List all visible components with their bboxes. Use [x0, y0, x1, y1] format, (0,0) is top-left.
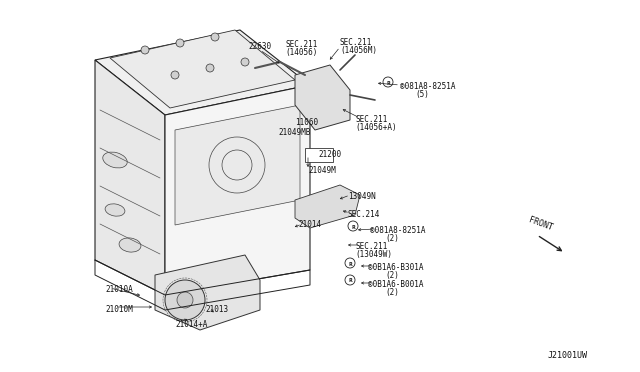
Circle shape — [206, 64, 214, 72]
Text: (2): (2) — [385, 271, 399, 280]
Circle shape — [348, 221, 358, 231]
Polygon shape — [295, 65, 350, 130]
Text: (14056+A): (14056+A) — [355, 123, 397, 132]
Circle shape — [383, 77, 393, 87]
Text: 13049N: 13049N — [348, 192, 376, 201]
Circle shape — [345, 258, 355, 268]
Circle shape — [177, 292, 193, 308]
Polygon shape — [95, 30, 310, 115]
Text: ®081A8-8251A: ®081A8-8251A — [370, 226, 426, 235]
Text: SEC.211: SEC.211 — [355, 115, 387, 124]
Text: SEC.214: SEC.214 — [348, 210, 380, 219]
Text: SEC.211: SEC.211 — [340, 38, 372, 47]
Text: R: R — [348, 279, 352, 283]
Text: 21010M: 21010M — [105, 305, 132, 314]
Text: J21001UW: J21001UW — [548, 351, 588, 360]
Circle shape — [176, 39, 184, 47]
Text: (5): (5) — [415, 90, 429, 99]
Text: (2): (2) — [385, 288, 399, 297]
Text: (14056): (14056) — [285, 48, 317, 57]
Text: 21049M: 21049M — [308, 166, 336, 175]
Ellipse shape — [103, 152, 127, 168]
Text: ®0B1A6-B301A: ®0B1A6-B301A — [368, 263, 424, 272]
Polygon shape — [95, 60, 165, 295]
Text: 21049MB: 21049MB — [278, 128, 310, 137]
Circle shape — [345, 275, 355, 285]
Circle shape — [171, 71, 179, 79]
Circle shape — [211, 33, 219, 41]
Text: R: R — [351, 224, 355, 230]
Text: ®0B1A6-B001A: ®0B1A6-B001A — [368, 280, 424, 289]
Bar — [305, 148, 333, 162]
Text: ®081A8-8251A: ®081A8-8251A — [400, 82, 456, 91]
Polygon shape — [295, 185, 360, 228]
Polygon shape — [175, 105, 300, 225]
Polygon shape — [155, 255, 260, 330]
Text: 21200: 21200 — [318, 150, 341, 159]
Text: 21010A: 21010A — [105, 285, 132, 294]
Polygon shape — [165, 85, 310, 295]
Circle shape — [165, 280, 205, 320]
Ellipse shape — [105, 204, 125, 216]
Text: 21013: 21013 — [205, 305, 228, 314]
Text: SEC.211: SEC.211 — [285, 40, 317, 49]
Text: SEC.211: SEC.211 — [355, 242, 387, 251]
Text: 11060: 11060 — [295, 118, 318, 127]
Text: 21014+A: 21014+A — [175, 320, 207, 329]
Text: R: R — [386, 80, 390, 86]
Polygon shape — [110, 30, 295, 108]
Ellipse shape — [119, 238, 141, 252]
Text: 21014: 21014 — [298, 220, 321, 229]
Text: (14056M): (14056M) — [340, 46, 377, 55]
Text: (13049W): (13049W) — [355, 250, 392, 259]
Circle shape — [141, 46, 149, 54]
Circle shape — [241, 58, 249, 66]
Text: FRONT: FRONT — [527, 215, 554, 232]
Text: 22630: 22630 — [248, 42, 271, 51]
Text: R: R — [348, 262, 352, 266]
Text: (2): (2) — [385, 234, 399, 243]
